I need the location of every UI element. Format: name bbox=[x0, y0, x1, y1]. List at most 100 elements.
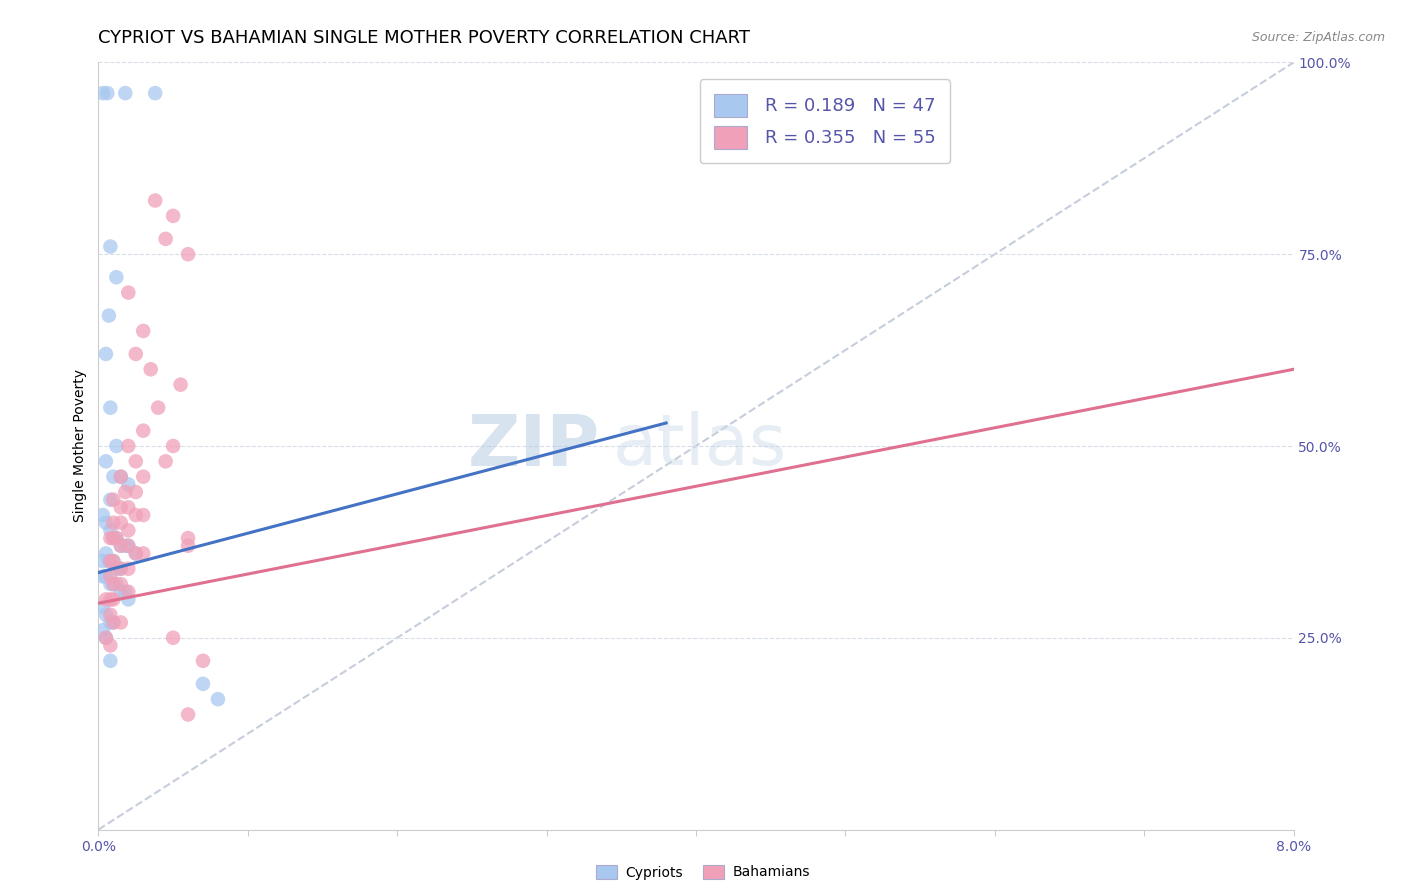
Point bbox=[110, 539, 132, 553]
Point bbox=[97, 309, 120, 323]
Point bbox=[103, 531, 125, 545]
Point bbox=[125, 454, 148, 468]
Point bbox=[169, 377, 191, 392]
Point bbox=[162, 631, 184, 645]
Point bbox=[177, 539, 200, 553]
Point bbox=[98, 654, 122, 668]
Point bbox=[117, 592, 139, 607]
Point bbox=[117, 439, 139, 453]
Point bbox=[98, 639, 122, 653]
Point bbox=[91, 86, 114, 100]
Point bbox=[94, 569, 117, 583]
Point bbox=[103, 577, 125, 591]
Point bbox=[98, 554, 122, 568]
Point bbox=[110, 500, 132, 515]
Point bbox=[191, 677, 214, 691]
Point bbox=[105, 577, 128, 591]
Point bbox=[103, 492, 125, 507]
Point bbox=[117, 539, 139, 553]
Point bbox=[177, 247, 200, 261]
Point bbox=[103, 615, 125, 630]
Point bbox=[132, 324, 155, 338]
Point bbox=[105, 439, 128, 453]
Point bbox=[98, 615, 122, 630]
Text: CYPRIOT VS BAHAMIAN SINGLE MOTHER POVERTY CORRELATION CHART: CYPRIOT VS BAHAMIAN SINGLE MOTHER POVERT… bbox=[98, 29, 751, 47]
Point bbox=[132, 546, 155, 560]
Point bbox=[125, 508, 148, 522]
Point bbox=[207, 692, 229, 706]
Point bbox=[94, 546, 117, 560]
Point bbox=[91, 623, 114, 637]
Point bbox=[110, 562, 132, 576]
Text: Source: ZipAtlas.com: Source: ZipAtlas.com bbox=[1251, 31, 1385, 45]
Point bbox=[91, 508, 114, 522]
Point bbox=[103, 592, 125, 607]
Point bbox=[177, 707, 200, 722]
Point bbox=[94, 454, 117, 468]
Point bbox=[110, 469, 132, 483]
Point bbox=[103, 615, 125, 630]
Point bbox=[96, 86, 118, 100]
Point bbox=[143, 194, 166, 208]
Point bbox=[110, 615, 132, 630]
Point bbox=[98, 569, 122, 583]
Point bbox=[191, 654, 214, 668]
Point bbox=[148, 401, 170, 415]
Point bbox=[117, 562, 139, 576]
Point bbox=[103, 516, 125, 530]
Legend: R = 0.189   N = 47, R = 0.355   N = 55: R = 0.189 N = 47, R = 0.355 N = 55 bbox=[700, 79, 950, 163]
Y-axis label: Single Mother Poverty: Single Mother Poverty bbox=[73, 369, 87, 523]
Point bbox=[103, 554, 125, 568]
Point bbox=[155, 454, 177, 468]
Point bbox=[155, 232, 177, 246]
Point bbox=[110, 539, 132, 553]
Point bbox=[97, 554, 120, 568]
Point bbox=[110, 584, 132, 599]
Point bbox=[143, 86, 166, 100]
Point bbox=[139, 362, 162, 376]
Legend: Cypriots, Bahamians: Cypriots, Bahamians bbox=[591, 859, 815, 885]
Point bbox=[114, 539, 136, 553]
Point bbox=[117, 524, 139, 538]
Point bbox=[125, 546, 148, 560]
Point bbox=[98, 592, 122, 607]
Point bbox=[125, 485, 148, 500]
Point bbox=[117, 539, 139, 553]
Point bbox=[117, 500, 139, 515]
Text: ZIP: ZIP bbox=[468, 411, 600, 481]
Point bbox=[94, 347, 117, 361]
Point bbox=[98, 607, 122, 622]
Point bbox=[94, 607, 117, 622]
Point bbox=[132, 469, 155, 483]
Point bbox=[114, 485, 136, 500]
Point bbox=[103, 531, 125, 545]
Point bbox=[114, 584, 136, 599]
Point bbox=[103, 469, 125, 483]
Point bbox=[98, 492, 122, 507]
Point bbox=[98, 531, 122, 545]
Point bbox=[117, 285, 139, 300]
Point bbox=[94, 516, 117, 530]
Point bbox=[105, 562, 128, 576]
Point bbox=[162, 209, 184, 223]
Point bbox=[125, 347, 148, 361]
Point bbox=[105, 531, 128, 545]
Point bbox=[98, 239, 122, 253]
Point bbox=[117, 477, 139, 491]
Point bbox=[103, 577, 125, 591]
Point bbox=[132, 508, 155, 522]
Point bbox=[94, 592, 117, 607]
Point bbox=[98, 524, 122, 538]
Point bbox=[110, 577, 132, 591]
Point bbox=[105, 531, 128, 545]
Point bbox=[91, 554, 114, 568]
Point bbox=[114, 86, 136, 100]
Point bbox=[110, 562, 132, 576]
Point bbox=[98, 577, 122, 591]
Point bbox=[162, 439, 184, 453]
Point bbox=[103, 554, 125, 568]
Point bbox=[94, 631, 117, 645]
Point bbox=[91, 600, 114, 615]
Point bbox=[110, 516, 132, 530]
Point bbox=[117, 584, 139, 599]
